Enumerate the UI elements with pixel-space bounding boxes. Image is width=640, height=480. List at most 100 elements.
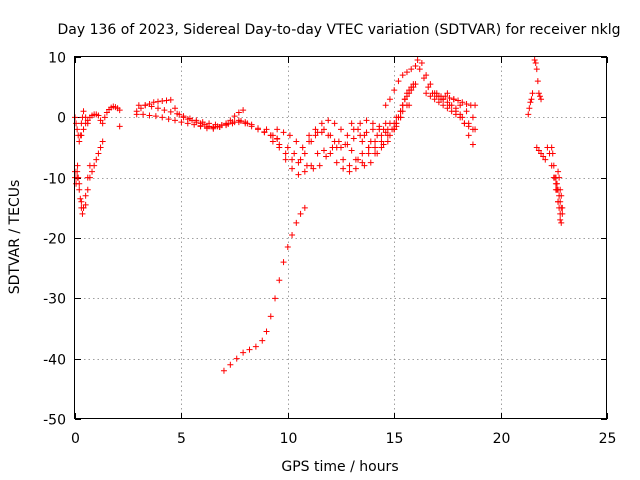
data-point (472, 126, 479, 133)
data-point (167, 96, 174, 103)
data-point (340, 165, 347, 172)
data-point (528, 96, 535, 103)
y-tick-label: -50 (43, 413, 66, 429)
data-point (178, 119, 185, 126)
data-point (293, 219, 300, 226)
data-point (95, 150, 102, 157)
data-point (116, 107, 123, 114)
data-point (78, 132, 85, 139)
data-point (533, 144, 540, 151)
data-point (559, 204, 566, 211)
data-point (82, 201, 89, 208)
data-point (284, 144, 291, 151)
data-point (534, 78, 541, 85)
data-point (416, 66, 423, 73)
data-point (159, 114, 166, 121)
series-fall-4 (433, 90, 479, 133)
data-point (76, 138, 83, 145)
chart-title: Day 136 of 2023, Sidereal Day-to-day VTE… (58, 22, 621, 38)
data-point (133, 111, 140, 118)
data-point (469, 141, 476, 148)
data-point (329, 144, 336, 151)
data-point (301, 204, 308, 211)
data-point (355, 156, 362, 163)
data-point (223, 121, 230, 128)
y-tick-label: 0 (57, 111, 66, 127)
series-rise-1 (382, 63, 419, 109)
data-point (231, 113, 238, 120)
data-point (414, 57, 421, 64)
data-point (240, 349, 247, 356)
data-point (365, 144, 372, 151)
data-point (361, 132, 368, 139)
data-point (74, 126, 81, 133)
data-point (331, 120, 338, 127)
data-point (77, 195, 84, 202)
data-point (444, 105, 451, 112)
data-point (80, 126, 87, 133)
data-point (369, 120, 376, 127)
data-point (191, 121, 198, 128)
data-point (276, 144, 283, 151)
data-point (380, 126, 387, 133)
y-tick-label: -10 (43, 172, 66, 188)
series-rise-3 (393, 81, 419, 127)
data-point (229, 119, 236, 126)
data-point (318, 129, 325, 136)
data-point (399, 72, 406, 79)
data-point (427, 81, 434, 88)
data-point (558, 219, 565, 226)
data-point (84, 186, 91, 193)
series-long-arc-d (197, 117, 281, 143)
data-point (233, 355, 240, 362)
data-point (295, 159, 302, 166)
data-point (526, 105, 533, 112)
data-point (312, 132, 319, 139)
data-point (193, 117, 200, 124)
data-point (242, 119, 249, 126)
data-point (318, 120, 325, 127)
data-point (267, 313, 274, 320)
data-point (82, 120, 89, 127)
data-point (255, 125, 262, 132)
data-point (199, 119, 206, 126)
data-point (159, 98, 166, 105)
data-point (99, 138, 106, 145)
series-late-2 (525, 90, 536, 118)
data-point (295, 171, 302, 178)
series-late-3 (533, 144, 564, 223)
data-point (82, 192, 89, 199)
data-point (357, 120, 364, 127)
data-point (80, 204, 87, 211)
data-point (116, 123, 123, 130)
data-point (444, 99, 451, 106)
series-dense-3 (274, 120, 389, 151)
data-point (280, 129, 287, 136)
series-start-cluster-2 (72, 162, 83, 187)
data-point (338, 144, 344, 151)
data-point (306, 132, 313, 139)
data-point (263, 328, 270, 335)
data-point (355, 126, 362, 133)
data-point (220, 367, 227, 374)
data-point (274, 136, 281, 143)
data-point (401, 96, 408, 103)
data-point (363, 129, 370, 136)
data-point (97, 117, 104, 124)
data-point (75, 174, 82, 181)
data-point (150, 99, 157, 106)
data-point (446, 102, 453, 109)
data-point (533, 66, 540, 73)
data-point (91, 162, 98, 169)
data-point (101, 114, 108, 121)
data-point (327, 150, 334, 157)
x-tick-label: 25 (599, 431, 617, 447)
data-point (549, 150, 556, 157)
data-point (532, 60, 539, 67)
data-point (297, 210, 304, 217)
data-point (137, 105, 144, 112)
data-point (154, 105, 161, 112)
data-point (438, 96, 445, 103)
data-point (348, 120, 355, 127)
x-tick-label: 10 (280, 431, 298, 447)
